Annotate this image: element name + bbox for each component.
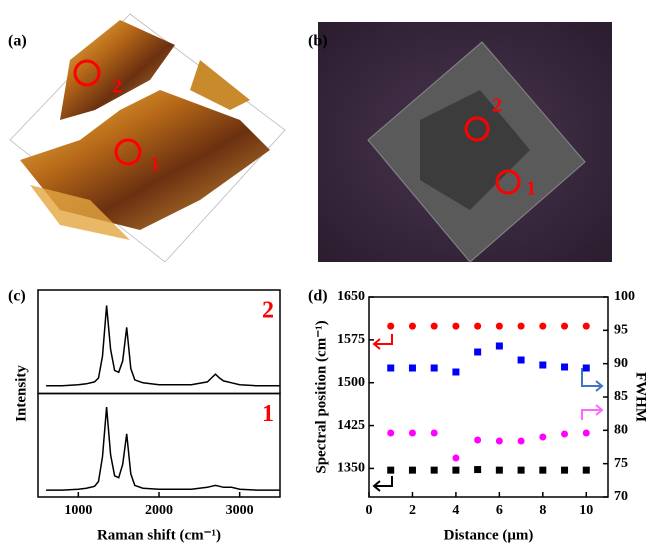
data-point xyxy=(561,364,568,371)
x-tick-label: 0 xyxy=(366,503,373,518)
data-point xyxy=(496,438,503,445)
y2-axis-label: FWHM xyxy=(633,372,649,422)
x-axis-label: Raman shift (cm⁻¹) xyxy=(97,527,221,543)
data-point xyxy=(561,323,568,330)
figure: (a) 2 1 (b) 2 1 (c)21100020003000Raman s… xyxy=(0,0,651,546)
data-point xyxy=(431,430,438,437)
data-point xyxy=(583,430,590,437)
marker-label: 2 xyxy=(112,76,122,98)
data-point xyxy=(387,365,394,372)
data-point xyxy=(518,467,525,474)
y-axis-label: Intensity xyxy=(13,365,29,422)
data-point xyxy=(387,430,394,437)
data-point xyxy=(452,369,459,376)
x-tick-label: 1000 xyxy=(64,503,92,518)
y-tick-label: 1575 xyxy=(337,332,365,347)
y2-tick-label: 85 xyxy=(614,389,628,404)
x-axis-label: Distance (μm) xyxy=(444,527,534,543)
panel-label: (b) xyxy=(308,33,328,50)
plot-frame xyxy=(38,290,280,394)
plot-frame xyxy=(38,394,280,498)
spectrum-line xyxy=(46,407,280,490)
marker-label: 1 xyxy=(526,178,536,200)
data-point xyxy=(539,323,546,330)
y-tick-label: 1350 xyxy=(337,461,365,476)
y2-tick-label: 95 xyxy=(614,323,628,338)
afm-image xyxy=(10,14,285,262)
x-tick-label: 2000 xyxy=(145,503,173,518)
data-point xyxy=(474,437,481,444)
y2-tick-label: 75 xyxy=(614,456,628,471)
panel-label: (c) xyxy=(8,288,26,305)
y-tick-label: 1650 xyxy=(337,289,365,304)
y2-tick-label: 90 xyxy=(614,356,628,371)
data-point xyxy=(409,323,416,330)
data-point xyxy=(474,323,481,330)
marker-label: 2 xyxy=(492,95,502,117)
data-point xyxy=(583,323,590,330)
data-point xyxy=(387,323,394,330)
data-point xyxy=(496,343,503,350)
data-point xyxy=(431,365,438,372)
data-point xyxy=(474,349,481,356)
data-point xyxy=(518,323,525,330)
marker-label: 1 xyxy=(150,154,160,176)
data-point xyxy=(539,362,546,369)
data-point xyxy=(409,365,416,372)
data-point xyxy=(409,467,416,474)
y2-tick-label: 70 xyxy=(614,489,628,504)
data-point xyxy=(496,323,503,330)
data-point xyxy=(518,438,525,445)
x-tick-label: 3000 xyxy=(226,503,254,518)
y-axis-label: Spectral position (cm⁻¹) xyxy=(313,320,329,473)
data-point xyxy=(409,430,416,437)
panel-label: (d) xyxy=(308,288,328,305)
x-tick-label: 6 xyxy=(496,503,503,518)
spectrum-label: 1 xyxy=(262,401,274,427)
plot-frame xyxy=(369,297,608,497)
x-tick-label: 4 xyxy=(452,503,459,518)
spectrum-line xyxy=(46,306,280,386)
data-point xyxy=(518,357,525,364)
data-point xyxy=(539,467,546,474)
data-point xyxy=(452,323,459,330)
data-point xyxy=(583,365,590,372)
data-point xyxy=(452,467,459,474)
x-tick-label: 10 xyxy=(579,503,593,518)
data-point xyxy=(431,323,438,330)
data-point xyxy=(496,467,503,474)
spectrum-label: 2 xyxy=(262,298,274,324)
data-point xyxy=(561,467,568,474)
y2-tick-label: 80 xyxy=(614,423,628,438)
data-point xyxy=(387,467,394,474)
data-point xyxy=(561,431,568,438)
y-tick-label: 1500 xyxy=(337,375,365,390)
y2-tick-label: 100 xyxy=(614,289,635,304)
data-point xyxy=(474,466,481,473)
panel-label: (a) xyxy=(8,33,27,50)
data-point xyxy=(583,467,590,474)
x-tick-label: 2 xyxy=(409,503,416,518)
data-point xyxy=(539,434,546,441)
data-point xyxy=(452,455,459,462)
data-point xyxy=(431,467,438,474)
x-tick-label: 8 xyxy=(539,503,546,518)
y-tick-label: 1425 xyxy=(337,418,365,433)
